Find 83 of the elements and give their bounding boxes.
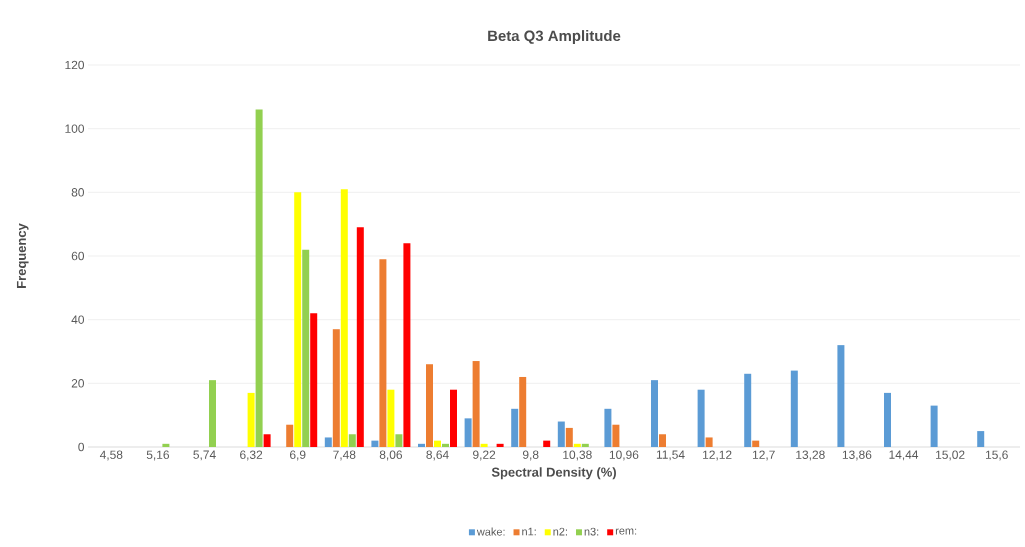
bar [442,443,449,447]
legend-label: wake: [476,527,505,536]
bar [348,434,356,447]
x-tick-label: 9,22 [473,450,496,461]
x-tick-label: 8,64 [426,450,449,461]
bar [286,424,294,447]
y-tick-label: 80 [71,188,85,197]
bar [434,440,441,447]
bar [511,408,519,447]
x-tick-label: 6,9 [290,450,306,461]
bar [332,329,340,447]
y-tick-label: 20 [71,379,85,388]
x-tick-label: 12,7 [752,450,775,461]
x-tick-label: 14,44 [889,450,919,461]
x-tick-label: 9,8 [522,450,539,461]
y-tick-label: 0 [78,442,85,452]
bar [209,380,216,447]
x-tick-label: 5,74 [193,450,216,461]
bar [744,373,752,447]
bar [387,389,395,447]
x-tick-label: 12,12 [703,450,732,461]
bar [324,437,332,447]
bar [302,249,310,447]
x-tick-label: 15,6 [985,450,1008,461]
legend-label: n1: [522,527,536,536]
bar [496,443,504,447]
bar [752,440,760,447]
bar [403,243,411,447]
x-tick-label: 13,28 [796,450,825,461]
bar [581,443,589,447]
y-tick-label: 40 [71,315,85,324]
bar [472,361,480,447]
x-tick-label: 10,38 [563,450,592,461]
y-tick-label: 60 [71,251,85,261]
bar [697,389,705,447]
x-tick-label: 11,54 [656,450,685,461]
bar [884,392,892,447]
bar [930,405,938,447]
y-tick-label: 120 [65,60,85,70]
chart-title: Beta Q3 Amplitude [488,30,621,45]
bar [450,389,457,447]
x-tick-label: 4,58 [99,450,123,461]
bar [659,434,667,447]
x-tick-label: 7,48 [333,450,356,461]
bar [162,443,170,447]
bar [464,418,472,447]
bar [519,376,527,447]
bar [705,437,713,447]
y-axis-title: Frequency [16,223,29,288]
bar [565,427,573,447]
x-tick-label: 10,96 [609,450,639,461]
bar [557,421,565,447]
x-tick-label: 8,06 [379,450,403,461]
y-tick-label: 100 [65,124,85,133]
bar [480,443,488,447]
x-tick-label: 5,16 [146,450,170,461]
x-tick-label: 13,86 [842,450,872,461]
bar [294,192,302,447]
bar [356,227,364,447]
x-tick-label: 6,32 [240,450,263,461]
bar [977,431,985,447]
legend-label: n2: [553,527,567,536]
bar [573,443,581,447]
bar [247,392,255,447]
x-axis-title: Spectral Density (%) [491,467,616,480]
bar [604,408,612,447]
bar [790,370,798,447]
bar [340,189,348,447]
bar [837,345,845,447]
legend-label: n3: [584,527,599,536]
bar [395,434,403,447]
bar [418,443,425,447]
bar [263,434,271,447]
bar [543,440,551,447]
legend-label: rem: [615,528,637,535]
bar [255,109,263,447]
bar [651,380,659,447]
bar [379,259,387,447]
bar [612,424,620,447]
bar [371,440,379,447]
x-tick-label: 15,02 [936,450,965,461]
bar [310,313,318,447]
bar [426,364,433,447]
